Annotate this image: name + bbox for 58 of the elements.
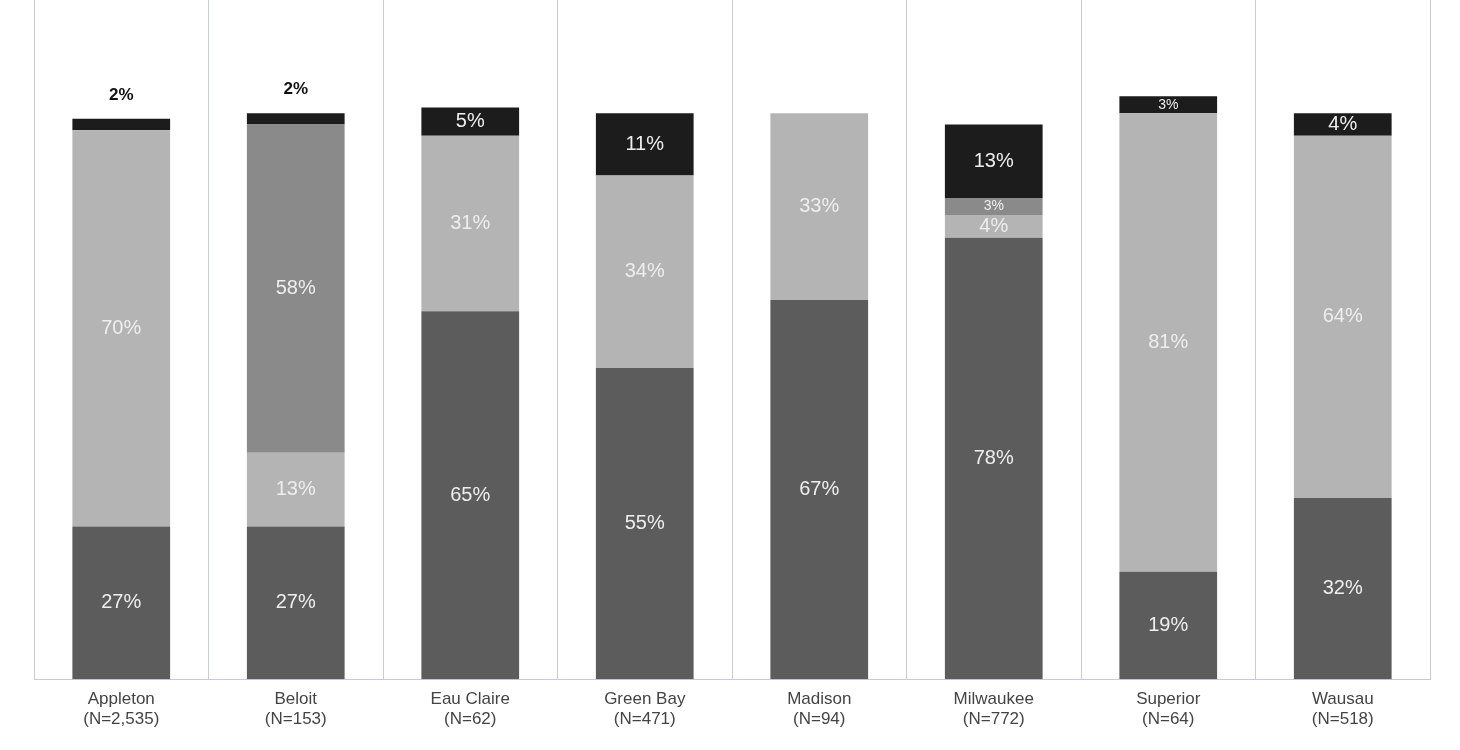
bar	[595, 367, 694, 680]
data-label: 65%	[450, 482, 491, 505]
data-label: 32%	[1322, 576, 1363, 599]
bar	[72, 526, 171, 680]
bar	[421, 107, 520, 136]
data-label: 2%	[108, 84, 134, 104]
bar	[1119, 96, 1218, 114]
data-label: 3%	[1158, 95, 1179, 112]
x-tick-label: Appleton (N=2,535)	[83, 689, 160, 729]
data-label: 4%	[1328, 112, 1358, 135]
bar	[770, 299, 869, 680]
data-label: 58%	[275, 276, 316, 299]
data-label: 67%	[799, 477, 840, 500]
bar	[246, 526, 345, 680]
x-tick-label: Madison (N=94)	[787, 689, 852, 729]
bar	[770, 113, 869, 300]
bar	[246, 124, 345, 453]
data-label: 33%	[799, 194, 840, 217]
data-label: 2%	[283, 78, 309, 98]
bar	[944, 237, 1043, 680]
data-label: 34%	[624, 259, 665, 282]
bar	[246, 113, 345, 125]
bar	[421, 311, 520, 680]
data-label: 78%	[973, 445, 1014, 468]
data-label: 11%	[625, 131, 665, 154]
x-tick-label: Wausau (N=518)	[1311, 689, 1374, 729]
bar	[1119, 113, 1218, 572]
bar	[246, 452, 345, 527]
bar	[1293, 498, 1392, 680]
bar	[1293, 135, 1392, 499]
data-label: 4%	[979, 213, 1009, 236]
data-label: 31%	[450, 211, 491, 234]
data-label: 5%	[455, 109, 485, 132]
x-tick-label: Eau Claire (N=62)	[430, 689, 510, 729]
x-tick-label: Beloit (N=153)	[264, 689, 327, 729]
x-tick-label: Green Bay (N=471)	[604, 689, 686, 729]
x-tick-label: Superior (N=64)	[1136, 689, 1201, 729]
data-label: 64%	[1322, 304, 1363, 327]
bar	[944, 124, 1043, 199]
data-label: 13%	[275, 477, 316, 500]
bar	[72, 118, 171, 131]
x-tick-label: Milwaukee (N=772)	[953, 689, 1034, 729]
bar	[1119, 571, 1218, 680]
data-label: 70%	[101, 315, 142, 338]
data-label: 27%	[101, 590, 142, 613]
data-label: 3%	[983, 197, 1004, 214]
bar	[595, 113, 694, 176]
bar	[944, 198, 1043, 216]
data-label: 19%	[1148, 612, 1189, 635]
bar	[421, 135, 520, 312]
data-label: 27%	[275, 590, 316, 613]
bar	[1293, 113, 1392, 136]
bar	[72, 130, 171, 527]
data-label: 13%	[973, 148, 1014, 171]
bar	[944, 215, 1043, 238]
data-label: 81%	[1148, 329, 1189, 352]
data-label: 55%	[624, 511, 665, 534]
bar	[595, 175, 694, 368]
